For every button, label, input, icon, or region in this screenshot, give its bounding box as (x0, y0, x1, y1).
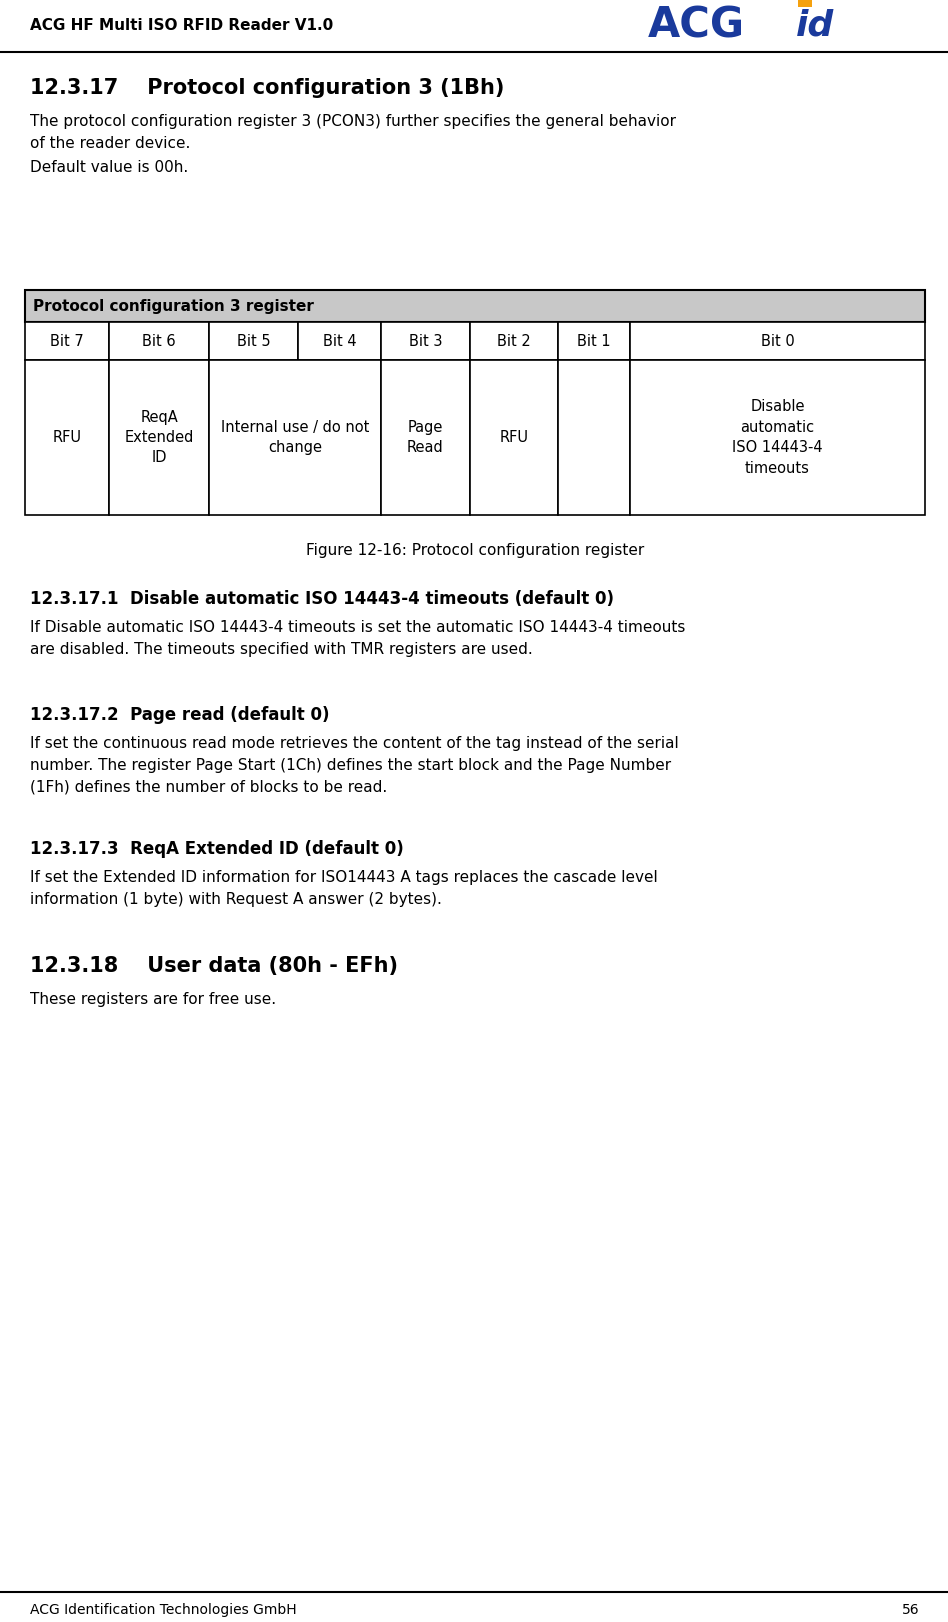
Polygon shape (557, 360, 629, 516)
Text: If Disable automatic ISO 14443-4 timeouts is set the automatic ISO 14443-4 timeo: If Disable automatic ISO 14443-4 timeout… (30, 620, 685, 657)
Text: Bit 3: Bit 3 (409, 334, 443, 349)
Text: 12.3.17.3  ReqA Extended ID (default 0): 12.3.17.3 ReqA Extended ID (default 0) (30, 840, 404, 858)
Text: Disable
automatic
ISO 14443-4
timeouts: Disable automatic ISO 14443-4 timeouts (732, 399, 823, 475)
Polygon shape (109, 360, 210, 516)
Text: If set the continuous read mode retrieves the content of the tag instead of the : If set the continuous read mode retrieve… (30, 736, 679, 795)
Polygon shape (629, 360, 925, 516)
Polygon shape (469, 323, 557, 360)
Polygon shape (469, 360, 557, 516)
Polygon shape (109, 323, 210, 360)
Polygon shape (629, 323, 925, 360)
Text: 12.3.18    User data (80h - EFh): 12.3.18 User data (80h - EFh) (30, 955, 398, 976)
Bar (798, 0, 812, 6)
Text: 12.3.17.2  Page read (default 0): 12.3.17.2 Page read (default 0) (30, 706, 330, 723)
Text: 12.3.17    Protocol configuration 3 (1Bh): 12.3.17 Protocol configuration 3 (1Bh) (30, 78, 504, 97)
Text: Internal use / do not
change: Internal use / do not change (221, 420, 370, 456)
Text: Bit 2: Bit 2 (497, 334, 531, 349)
Text: Bit 6: Bit 6 (142, 334, 176, 349)
Text: 12.3.17.1  Disable automatic ISO 14443-4 timeouts (default 0): 12.3.17.1 Disable automatic ISO 14443-4 … (30, 590, 614, 608)
Polygon shape (210, 323, 298, 360)
Text: Page
Read: Page Read (407, 420, 444, 456)
Text: ACG HF Multi ISO RFID Reader V1.0: ACG HF Multi ISO RFID Reader V1.0 (30, 18, 334, 34)
Text: Protocol configuration 3 register: Protocol configuration 3 register (33, 298, 314, 313)
Polygon shape (381, 360, 469, 516)
Polygon shape (298, 323, 381, 360)
Polygon shape (210, 360, 381, 516)
Polygon shape (25, 360, 109, 516)
Text: These registers are for free use.: These registers are for free use. (30, 993, 276, 1007)
Text: ReqA
Extended
ID: ReqA Extended ID (124, 410, 193, 466)
Text: If set the Extended ID information for ISO14443 A tags replaces the cascade leve: If set the Extended ID information for I… (30, 869, 658, 907)
Text: Bit 1: Bit 1 (577, 334, 611, 349)
Polygon shape (381, 323, 469, 360)
Polygon shape (557, 323, 629, 360)
Polygon shape (25, 323, 109, 360)
Text: ACG Identification Technologies GmbH: ACG Identification Technologies GmbH (30, 1603, 297, 1617)
Text: RFU: RFU (52, 430, 82, 444)
Text: id: id (796, 10, 834, 44)
Text: 56: 56 (902, 1603, 920, 1617)
Text: Default value is 00h.: Default value is 00h. (30, 161, 189, 175)
Text: Bit 0: Bit 0 (760, 334, 794, 349)
Text: Bit 4: Bit 4 (322, 334, 356, 349)
Text: ACG: ACG (648, 5, 745, 47)
Text: RFU: RFU (500, 430, 528, 444)
Text: Bit 7: Bit 7 (50, 334, 83, 349)
Polygon shape (25, 290, 925, 323)
Text: Figure 12-16: Protocol configuration register: Figure 12-16: Protocol configuration reg… (306, 543, 644, 558)
Text: The protocol configuration register 3 (PCON3) further specifies the general beha: The protocol configuration register 3 (P… (30, 114, 676, 151)
Text: Bit 5: Bit 5 (237, 334, 270, 349)
